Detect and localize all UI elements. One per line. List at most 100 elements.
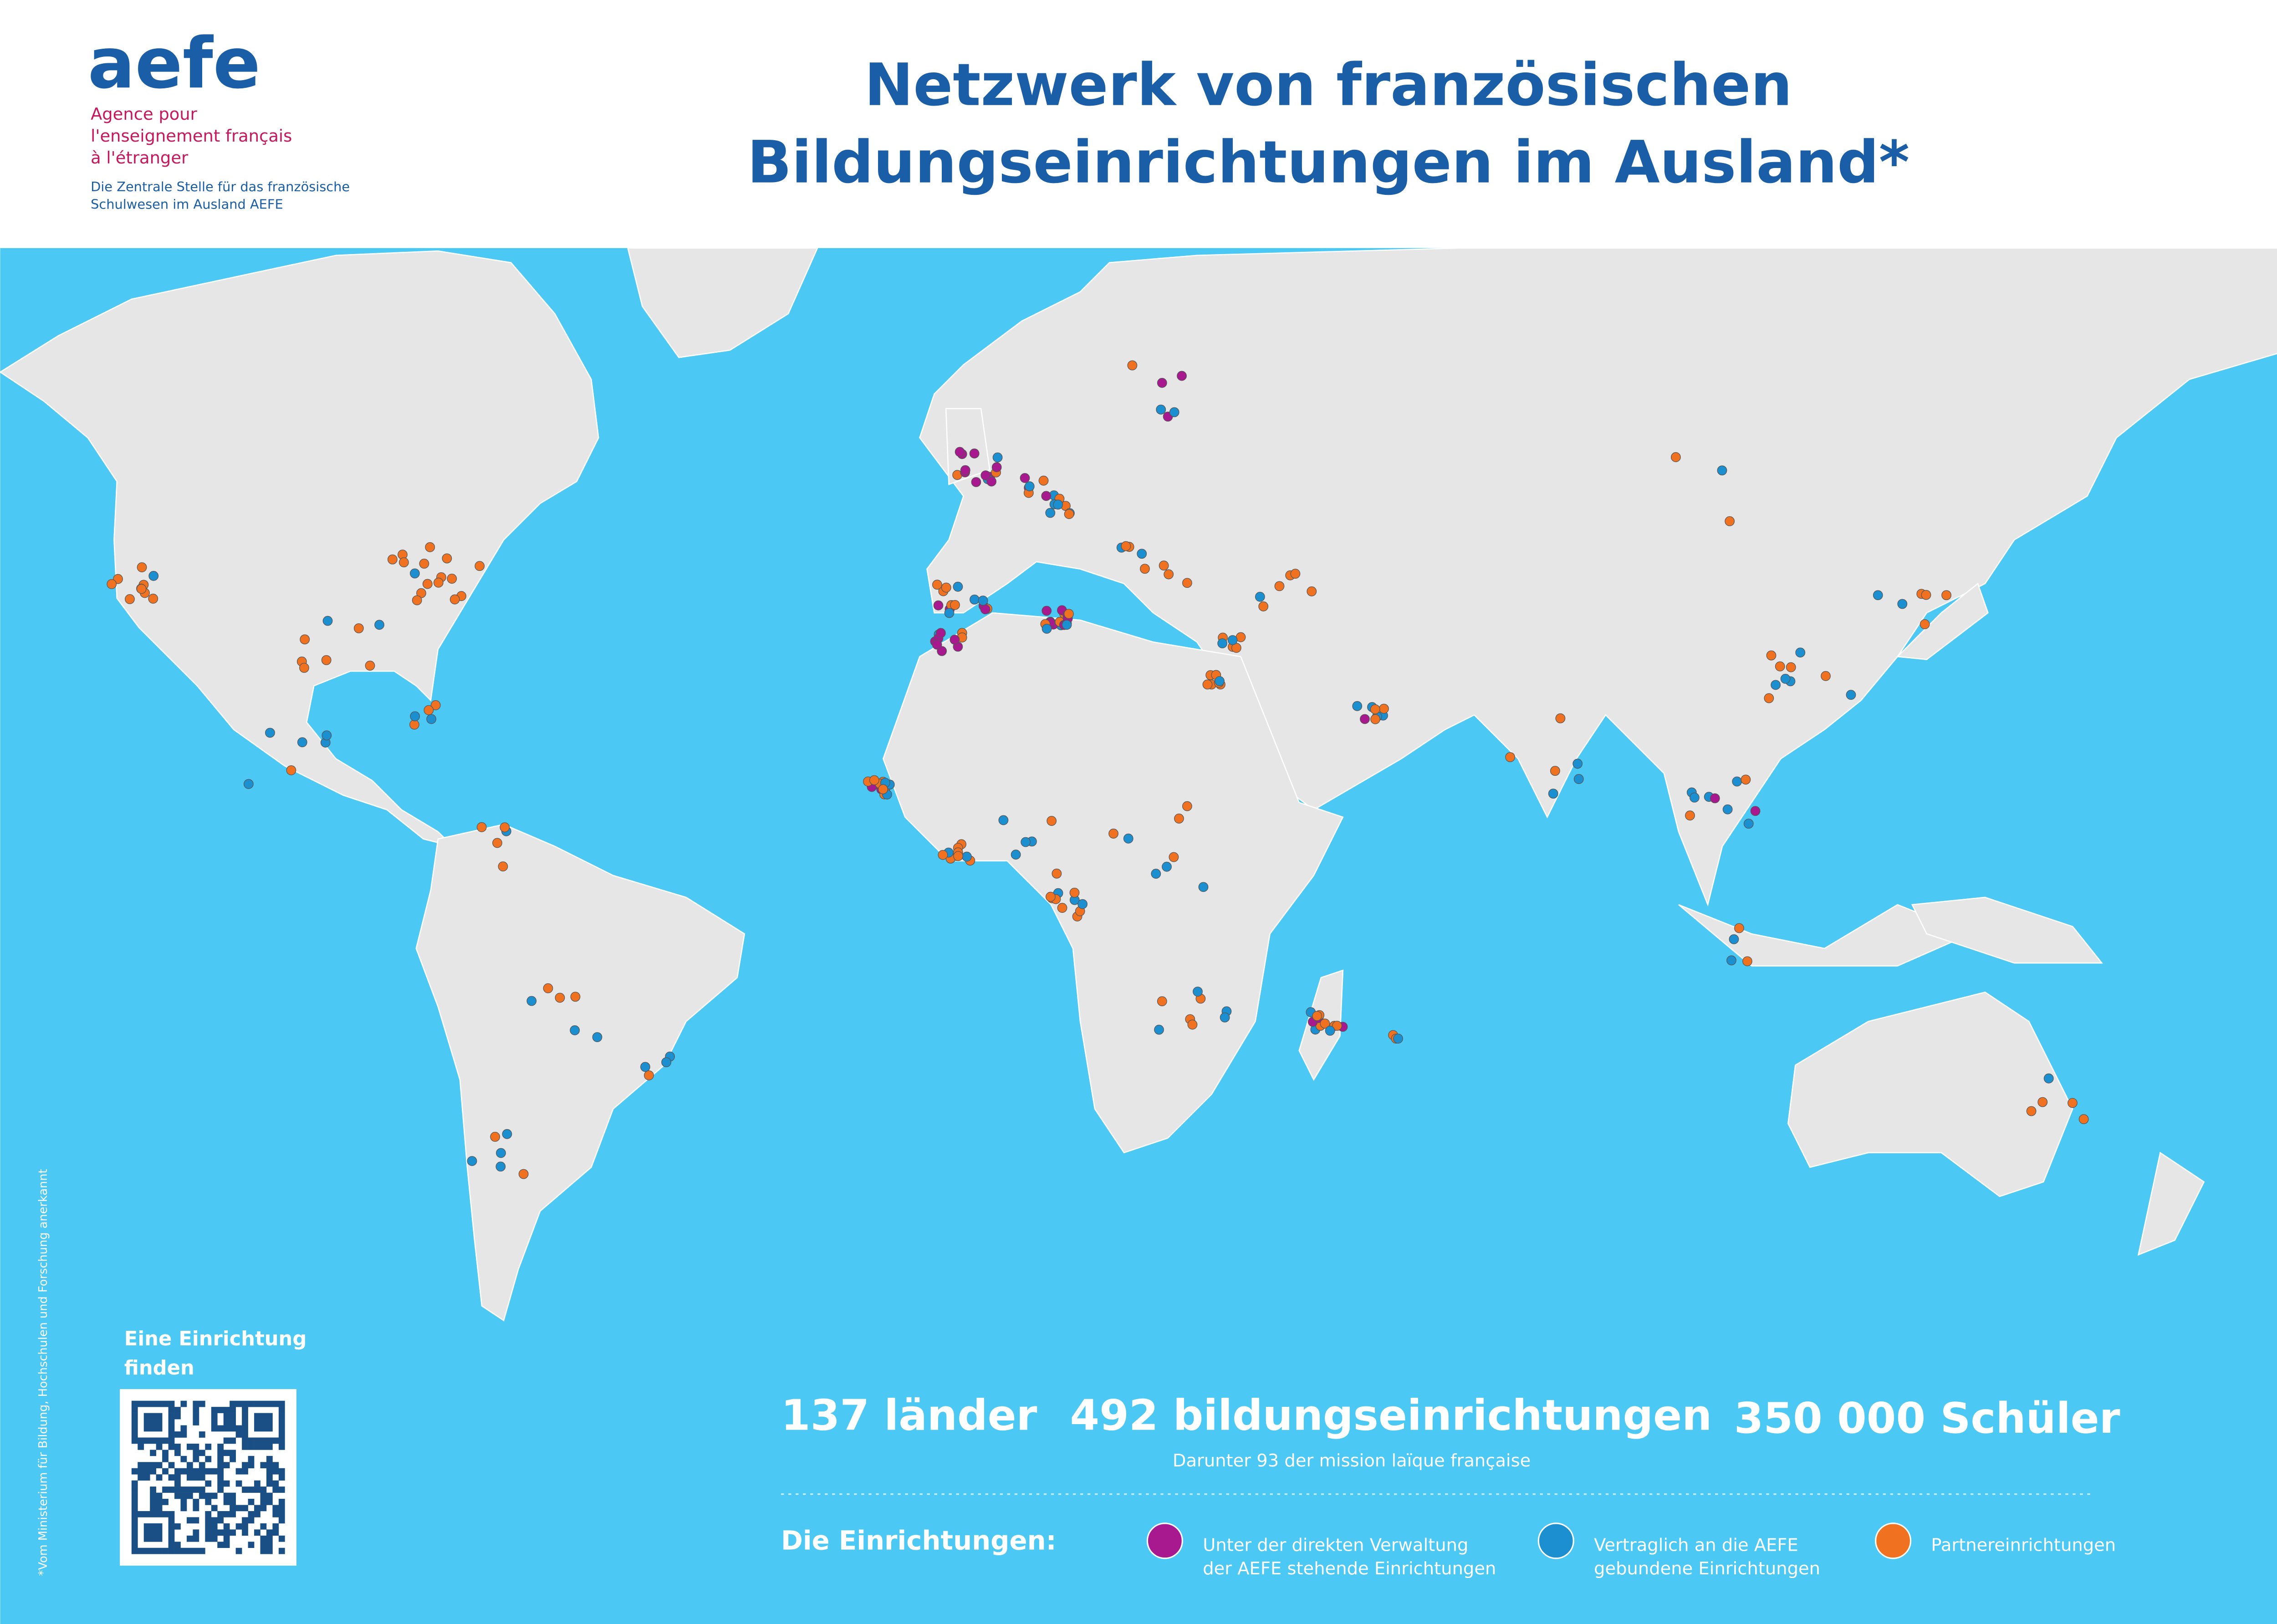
- qr-module: [162, 1400, 168, 1407]
- school-markers: [107, 360, 2089, 1179]
- school-dot: [137, 562, 147, 572]
- qr-module: [199, 1474, 205, 1481]
- logo: aefe: [88, 23, 260, 104]
- qr-module: [186, 1462, 193, 1469]
- qr-module: [278, 1535, 285, 1542]
- qr-module: [199, 1492, 205, 1499]
- qr-module: [217, 1517, 224, 1524]
- qr-module: [248, 1499, 255, 1505]
- qr-module: [266, 1542, 273, 1548]
- school-dot: [978, 596, 988, 606]
- qr-module: [156, 1425, 163, 1432]
- qr-module: [266, 1480, 273, 1487]
- qr-module: [138, 1437, 144, 1444]
- qr-module: [156, 1548, 163, 1554]
- qr-module: [131, 1400, 138, 1407]
- qr-module: [266, 1474, 273, 1481]
- qr-module: [138, 1511, 144, 1517]
- qr-module: [150, 1523, 156, 1530]
- qr-module: [260, 1487, 267, 1493]
- qr-module: [150, 1548, 156, 1554]
- school-dot: [1320, 1018, 1330, 1029]
- qr-module: [230, 1419, 236, 1425]
- school-dot: [1024, 481, 1035, 492]
- school-dot: [476, 822, 487, 832]
- qr-module: [156, 1437, 163, 1444]
- school-dot: [148, 594, 158, 604]
- school-dot: [1685, 810, 1695, 821]
- school-dot: [1307, 586, 1317, 596]
- qr-module: [131, 1407, 138, 1413]
- qr-module: [242, 1431, 248, 1438]
- qr-module: [272, 1400, 279, 1407]
- qr-module: [211, 1419, 218, 1425]
- agency-subtitle: Schulwesen im Ausland AEFE: [91, 196, 283, 212]
- school-dot: [986, 476, 997, 487]
- qr-module: [131, 1505, 138, 1512]
- qr-module: [223, 1535, 230, 1542]
- qr-module: [186, 1492, 193, 1499]
- school-dot: [980, 604, 990, 615]
- school-dot: [2043, 1073, 2054, 1084]
- legend-label: Partnereinrichtungen: [1931, 1535, 2116, 1556]
- qr-module: [131, 1517, 138, 1524]
- qr-module: [162, 1437, 168, 1444]
- school-dot: [297, 737, 307, 748]
- school-dot: [950, 635, 960, 645]
- qr-module: [138, 1443, 144, 1450]
- school-dot: [991, 462, 1002, 473]
- qr-module: [162, 1468, 168, 1475]
- school-dot: [1780, 674, 1791, 684]
- qr-module: [217, 1511, 224, 1517]
- school-dot: [1041, 624, 1052, 634]
- qr-module: [131, 1480, 138, 1487]
- qr-module: [211, 1517, 218, 1524]
- qr-module: [278, 1413, 285, 1420]
- qr-module: [193, 1499, 199, 1505]
- qr-module: [266, 1419, 273, 1425]
- qr-module: [143, 1400, 150, 1407]
- footnote: *Vom Ministerium für Bildung, Hochschule…: [36, 1169, 50, 1576]
- qr-module: [131, 1437, 138, 1444]
- legend-swatch: [1875, 1522, 1912, 1559]
- qr-module: [248, 1511, 255, 1517]
- legend-label: Unter der direkten Verwaltung: [1203, 1535, 1468, 1556]
- qr-module: [131, 1413, 138, 1420]
- legend-label: gebundene Einrichtungen: [1594, 1558, 1820, 1579]
- school-dot: [1255, 591, 1265, 602]
- school-dot: [136, 584, 147, 594]
- school-dot: [869, 775, 879, 785]
- qr-module: [174, 1413, 181, 1420]
- school-dot: [1053, 499, 1063, 510]
- school-dot: [1052, 868, 1062, 879]
- qr-module: [168, 1437, 175, 1444]
- qr-module: [143, 1535, 150, 1542]
- agency-line: l'enseignement français: [91, 126, 292, 146]
- qr-module: [193, 1487, 199, 1493]
- school-dot: [409, 568, 420, 579]
- qr-module: [260, 1542, 267, 1548]
- qr-module: [254, 1443, 260, 1450]
- school-dot: [1217, 638, 1228, 648]
- qr-module: [254, 1529, 260, 1536]
- qr-module: [199, 1548, 205, 1554]
- school-dot: [1169, 407, 1179, 417]
- school-dot: [107, 579, 117, 589]
- school-dot: [992, 452, 1003, 463]
- school-dot: [1021, 837, 1031, 847]
- school-dot: [960, 465, 970, 475]
- qr-module: [199, 1450, 205, 1456]
- qr-module: [131, 1535, 138, 1542]
- qr-module: [230, 1499, 236, 1505]
- school-dot: [971, 477, 981, 487]
- qr-module: [150, 1450, 156, 1456]
- school-dot: [449, 594, 460, 605]
- qr-module: [266, 1443, 273, 1450]
- qr-module: [143, 1425, 150, 1432]
- school-dot: [1187, 1019, 1198, 1030]
- qr-module: [272, 1437, 279, 1444]
- school-dot: [1766, 650, 1777, 661]
- qr-module: [278, 1437, 285, 1444]
- qr-module: [223, 1511, 230, 1517]
- school-dot: [1821, 671, 1831, 681]
